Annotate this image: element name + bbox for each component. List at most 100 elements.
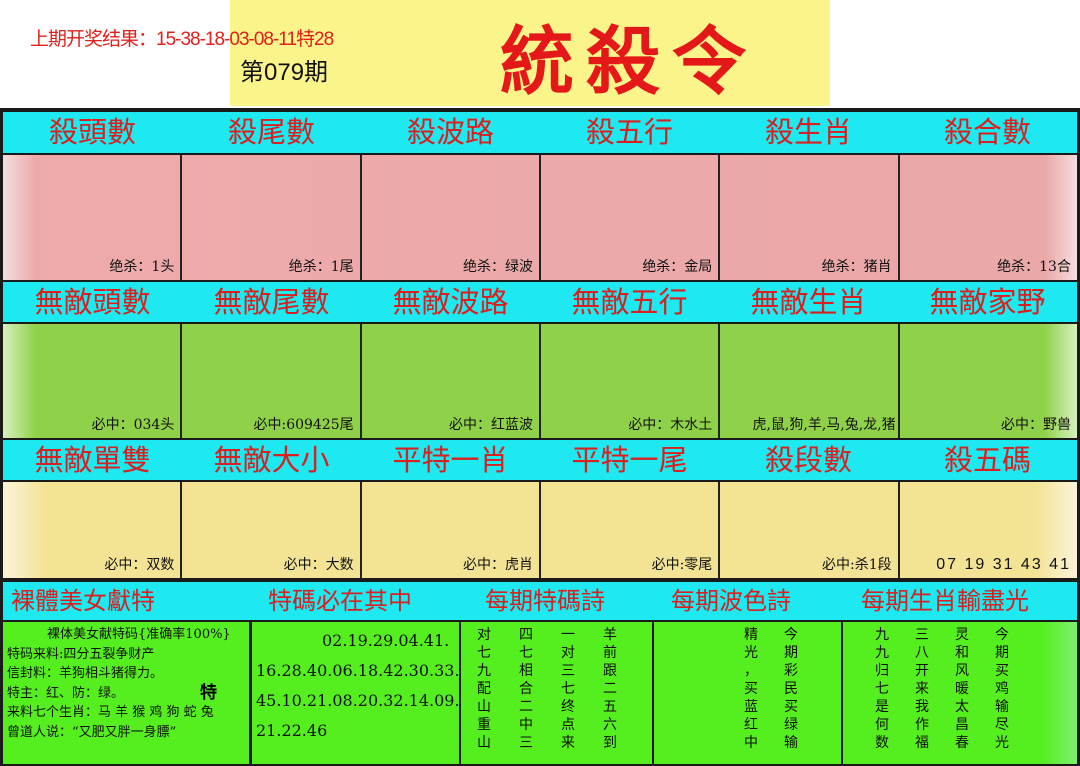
value-text: 绝杀：1尾 bbox=[288, 259, 354, 275]
row2-header-2: 無敵波路 bbox=[392, 285, 509, 319]
value-text: 绝杀：金局 bbox=[642, 259, 713, 275]
value-cell: 绝杀：1尾 bbox=[182, 155, 362, 280]
value-cell: 必中：双数 bbox=[3, 482, 183, 578]
poem-char: 鸡 bbox=[995, 681, 1009, 697]
value-cell: 绝杀：1头 bbox=[3, 155, 183, 280]
poem-char: 山 bbox=[477, 699, 491, 715]
poem-char: 一 bbox=[561, 627, 575, 643]
value-cell: 虎,鼠,狗,羊,马,兔,龙,猪 bbox=[720, 324, 900, 438]
poem-char: 九 bbox=[477, 663, 491, 679]
row3-header-5: 殺五碼 bbox=[943, 443, 1031, 477]
poem-char: 和 bbox=[955, 645, 969, 661]
poem-char: 羊 bbox=[603, 627, 617, 643]
poem-char: 归 bbox=[875, 663, 889, 679]
poem-char: 六 bbox=[603, 717, 617, 733]
poem-char: 昌 bbox=[955, 717, 969, 733]
info-line: 来料七个生肖：马 羊 猴 鸡 狗 蛇 兔 bbox=[7, 705, 214, 720]
row2-header-5: 無敵家野 bbox=[929, 285, 1046, 319]
row2-header-4: 無敵生肖 bbox=[750, 285, 867, 319]
row1-values: 绝杀：1头 绝杀：1尾 绝杀：绿波 绝杀：金局 绝杀：猪肖 绝杀：13合 bbox=[3, 155, 1077, 280]
value-cell: 必中：034头 bbox=[3, 324, 183, 438]
poem-char: 买 bbox=[995, 663, 1009, 679]
poem-char: 配 bbox=[477, 681, 491, 697]
value-text: 绝杀：绿波 bbox=[462, 259, 533, 275]
color-poem-panel: 精今光期，彩买民蓝买红绿中输 bbox=[654, 622, 841, 764]
row3-values: 必中：双数 必中：大数 必中：虎肖 必中:零尾 必中:杀1段 07 19 31 43 41 bbox=[3, 482, 1077, 578]
poem-char: 数 bbox=[875, 735, 889, 751]
poem-char: 到 bbox=[603, 735, 617, 751]
row3-header-1: 無敵大小 bbox=[213, 443, 330, 477]
value-text: 必中：034头 bbox=[91, 417, 175, 433]
poem-char: 九 bbox=[875, 627, 889, 643]
poem-char: 对 bbox=[477, 627, 491, 643]
row4-header-3: 每期波色詩 bbox=[671, 587, 791, 615]
poem-char: 合 bbox=[519, 681, 533, 697]
te-poem-panel: 对四一羊七七对前九相三跟配合七二山二终五重中点六山三来到 bbox=[461, 622, 652, 764]
poem-char: 蓝 bbox=[744, 699, 758, 715]
poem-char: 作 bbox=[915, 717, 929, 733]
poem-char: 今 bbox=[784, 627, 798, 643]
value-text: 绝杀：1头 bbox=[109, 259, 175, 275]
row4-header: 裸體美女獻特 特碼必在其中 每期特碼詩 每期波色詩 每期生肖輸盡光 bbox=[3, 582, 1077, 620]
poem-char: 七 bbox=[519, 645, 533, 661]
poem-char: 重 bbox=[477, 717, 491, 733]
poem-char: 来 bbox=[561, 735, 575, 751]
value-text: 绝杀：猪肖 bbox=[821, 259, 892, 275]
info-line: 裸体美女献特码{准确率100%} bbox=[47, 627, 231, 642]
row2-values: 必中：034头 必中:609425尾 必中：红蓝波 必中：木水土 虎,鼠,狗,羊,马,兔… bbox=[3, 324, 1077, 438]
poem-char: 四 bbox=[519, 627, 533, 643]
value-text: 必中：双数 bbox=[104, 557, 175, 573]
poem-char: 期 bbox=[784, 645, 798, 661]
info-line: 信封料：羊狗相斗猪得力。 bbox=[7, 666, 164, 681]
value-text: 必中：虎肖 bbox=[462, 557, 533, 573]
poem-char: 我 bbox=[915, 699, 929, 715]
row2-header-0: 無敵頭數 bbox=[34, 285, 151, 319]
info-line: 曾道人说：“又肥又胖一身膘” bbox=[7, 724, 177, 740]
value-text: 必中：野兽 bbox=[1000, 417, 1071, 433]
info-line: 特主：红、防：绿。 bbox=[7, 685, 125, 701]
poem-char: 二 bbox=[603, 681, 617, 697]
title-background bbox=[230, 0, 830, 106]
poem-char: 七 bbox=[477, 645, 491, 661]
row2-header: 無敵頭數 無敵尾數 無敵波路 無敵五行 無敵生肖 無敵家野 bbox=[3, 282, 1077, 322]
row3-header-0: 無敵單雙 bbox=[34, 443, 151, 477]
poem-char: 暖 bbox=[955, 681, 969, 697]
last-result: 上期开奖结果：15-38-18-03-08-11特28 bbox=[30, 29, 334, 50]
value-text: 07 19 31 43 41 bbox=[936, 556, 1071, 573]
row2-header-1: 無敵尾數 bbox=[213, 285, 330, 319]
value-cell: 绝杀：13合 bbox=[900, 155, 1077, 280]
poem-char: 尽 bbox=[995, 717, 1009, 733]
poem-char: 点 bbox=[561, 717, 575, 733]
zodiac-poem-panel: 九三灵今九八和期归开风买七来暖鸡是我太输何作昌尽数福春光 bbox=[843, 622, 1077, 764]
row3-header-4: 殺段數 bbox=[764, 443, 852, 477]
row4-header-1: 特碼必在其中 bbox=[268, 587, 412, 615]
row1-header-1: 殺尾數 bbox=[227, 115, 315, 149]
poem-char: 买 bbox=[784, 699, 798, 715]
value-text: 绝杀：13合 bbox=[997, 259, 1071, 275]
value-text: 必中:609425尾 bbox=[253, 417, 354, 433]
poem-char: 风 bbox=[955, 663, 969, 679]
row4-header-2: 每期特碼詩 bbox=[485, 587, 605, 615]
poem-char: 开 bbox=[915, 663, 929, 679]
row3-header-2: 平特一肖 bbox=[392, 443, 509, 477]
value-text: 必中：木水土 bbox=[628, 417, 713, 433]
value-cell: 必中:609425尾 bbox=[182, 324, 362, 438]
poem-char: 来 bbox=[915, 681, 929, 697]
poem-char: 精 bbox=[744, 627, 758, 643]
info-line: 特码来料:四分五裂争财产 bbox=[7, 646, 155, 662]
poem-char: 期 bbox=[995, 645, 1009, 661]
poem-char: ， bbox=[744, 663, 758, 679]
poem-char: 灵 bbox=[955, 627, 969, 643]
poem-char: 相 bbox=[519, 663, 533, 679]
poem-char: 前 bbox=[603, 645, 617, 661]
row4-header-0: 裸體美女獻特 bbox=[11, 587, 155, 615]
value-text: 必中：大数 bbox=[283, 557, 354, 573]
poem-char: 山 bbox=[477, 735, 491, 751]
value-cell: 必中:杀1段 bbox=[720, 482, 900, 578]
value-cell: 绝杀：金局 bbox=[541, 155, 721, 280]
te-mark: 特 bbox=[200, 683, 217, 703]
poem-char: 五 bbox=[603, 699, 617, 715]
number-line: 45.10.21.08.20.32.14.09. bbox=[256, 691, 460, 710]
row1-header-0: 殺頭數 bbox=[48, 115, 136, 149]
row1-header: 殺頭數 殺尾數 殺波路 殺五行 殺生肖 殺合數 bbox=[3, 112, 1077, 153]
